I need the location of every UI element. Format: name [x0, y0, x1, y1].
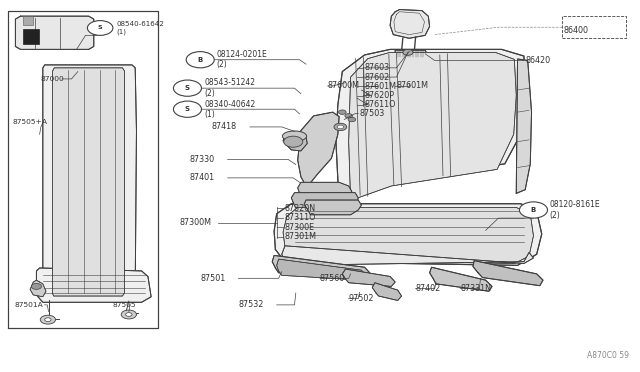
Text: 87603: 87603 — [365, 63, 390, 72]
Circle shape — [186, 52, 214, 68]
Text: 86400: 86400 — [563, 26, 588, 35]
Circle shape — [284, 136, 303, 147]
Text: 08540-61642
(1): 08540-61642 (1) — [116, 21, 164, 35]
Polygon shape — [291, 193, 358, 208]
Polygon shape — [372, 283, 401, 301]
Text: B: B — [531, 207, 536, 213]
Circle shape — [125, 312, 132, 316]
Polygon shape — [304, 200, 362, 215]
Text: 87311O: 87311O — [284, 213, 316, 222]
Polygon shape — [282, 246, 534, 265]
Polygon shape — [516, 59, 532, 193]
Polygon shape — [342, 269, 395, 286]
Text: 97502: 97502 — [349, 294, 374, 303]
Text: 87601M: 87601M — [396, 81, 428, 90]
Circle shape — [88, 20, 113, 35]
Bar — [23, 29, 39, 44]
Circle shape — [40, 315, 56, 324]
Text: 87503: 87503 — [360, 109, 385, 118]
Text: 87000: 87000 — [41, 76, 65, 82]
Text: 08340-40642
(1): 08340-40642 (1) — [204, 99, 255, 119]
Polygon shape — [276, 259, 366, 280]
Text: 87300E: 87300E — [284, 223, 314, 232]
Circle shape — [348, 117, 356, 122]
Text: 08120-8161E
(2): 08120-8161E (2) — [549, 200, 600, 220]
Circle shape — [339, 110, 346, 114]
Text: 87418: 87418 — [212, 122, 237, 131]
Text: 87505: 87505 — [113, 302, 136, 308]
Circle shape — [334, 123, 347, 131]
Polygon shape — [274, 204, 541, 265]
Polygon shape — [15, 16, 94, 49]
Text: 87602: 87602 — [365, 73, 390, 81]
Text: B: B — [198, 57, 203, 63]
Text: 08543-51242
(2): 08543-51242 (2) — [204, 78, 255, 98]
Polygon shape — [52, 68, 124, 296]
Text: A870C0 59: A870C0 59 — [587, 351, 629, 360]
Polygon shape — [30, 280, 46, 297]
Circle shape — [173, 80, 202, 96]
Text: 87300M: 87300M — [180, 218, 212, 227]
Polygon shape — [272, 256, 370, 278]
Text: 87620P: 87620P — [365, 91, 395, 100]
Polygon shape — [283, 208, 534, 263]
Text: 87611O: 87611O — [365, 100, 396, 109]
Text: 87331N: 87331N — [460, 284, 491, 293]
Circle shape — [173, 101, 202, 117]
Text: 87532: 87532 — [239, 300, 264, 310]
Text: 87402: 87402 — [415, 284, 441, 293]
Bar — [23, 16, 33, 25]
Text: 87401: 87401 — [189, 173, 214, 182]
Circle shape — [345, 113, 353, 118]
Circle shape — [121, 310, 136, 319]
Polygon shape — [473, 260, 543, 286]
Polygon shape — [283, 132, 307, 151]
Text: 87560: 87560 — [320, 274, 345, 283]
Polygon shape — [429, 267, 492, 291]
Text: 87601M: 87601M — [365, 82, 397, 91]
Text: 86420: 86420 — [525, 56, 550, 65]
Circle shape — [45, 318, 51, 321]
Text: 87501: 87501 — [200, 274, 225, 283]
Polygon shape — [298, 112, 339, 186]
Text: 08124-0201E
(2): 08124-0201E (2) — [217, 50, 268, 70]
Text: 87501A: 87501A — [14, 302, 43, 308]
Ellipse shape — [282, 131, 307, 141]
Text: 87301M: 87301M — [284, 232, 316, 241]
Text: 87600M: 87600M — [328, 81, 360, 90]
Polygon shape — [298, 182, 352, 198]
Polygon shape — [336, 49, 525, 205]
Circle shape — [520, 202, 547, 218]
Circle shape — [31, 283, 42, 289]
Polygon shape — [349, 52, 516, 201]
Polygon shape — [395, 50, 427, 58]
Circle shape — [337, 125, 344, 129]
Text: S: S — [98, 25, 102, 31]
Text: 87320N: 87320N — [284, 203, 316, 213]
Text: 87330: 87330 — [189, 155, 214, 164]
Circle shape — [403, 49, 413, 55]
Text: S: S — [185, 106, 190, 112]
Polygon shape — [36, 268, 151, 302]
Text: 87505+A: 87505+A — [13, 119, 48, 125]
Polygon shape — [43, 65, 136, 299]
Text: S: S — [185, 85, 190, 91]
Polygon shape — [390, 10, 429, 38]
Polygon shape — [8, 11, 157, 328]
